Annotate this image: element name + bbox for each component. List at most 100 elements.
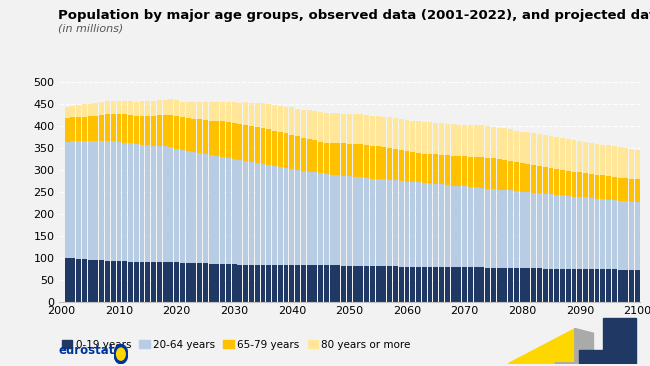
Bar (122, 101, 127, 115)
Bar (635, 202, 640, 270)
Bar (243, 102, 248, 124)
Bar (191, 119, 196, 152)
Bar (122, 142, 127, 261)
Bar (370, 179, 375, 266)
Bar (214, 156, 219, 264)
Bar (140, 145, 144, 262)
Bar (595, 144, 599, 175)
Bar (560, 170, 565, 195)
Bar (474, 267, 478, 302)
Bar (554, 195, 559, 269)
Bar (324, 142, 329, 174)
Bar (272, 265, 277, 302)
Bar (491, 189, 496, 268)
Bar (480, 126, 484, 157)
Bar (295, 170, 300, 265)
Bar (88, 141, 93, 260)
Bar (554, 137, 559, 169)
Bar (623, 201, 629, 270)
Bar (462, 267, 467, 302)
Bar (220, 102, 225, 122)
Bar (82, 141, 87, 259)
Bar (583, 173, 588, 197)
Bar (232, 159, 237, 264)
Bar (566, 269, 571, 302)
Bar (174, 116, 179, 149)
Bar (313, 140, 317, 172)
Bar (422, 267, 426, 302)
Bar (370, 266, 375, 302)
Bar (554, 169, 559, 195)
Bar (180, 102, 185, 117)
Bar (289, 265, 294, 302)
Bar (151, 116, 156, 146)
Bar (255, 103, 259, 127)
Bar (272, 131, 277, 166)
Bar (393, 180, 398, 266)
Bar (347, 114, 352, 144)
Bar (122, 115, 127, 142)
Bar (261, 128, 265, 164)
Bar (186, 118, 190, 151)
Text: Population by major age groups, observed data (2001-2022), and projected data (2: Population by major age groups, observed… (58, 9, 650, 22)
Bar (128, 101, 133, 115)
Bar (497, 128, 502, 159)
Bar (301, 138, 305, 171)
Bar (272, 166, 277, 265)
Bar (508, 190, 513, 268)
Bar (301, 265, 305, 302)
Bar (82, 104, 87, 117)
Bar (162, 100, 168, 115)
Bar (237, 102, 242, 124)
Bar (370, 146, 375, 179)
Bar (514, 131, 519, 162)
Bar (462, 186, 467, 267)
Bar (416, 122, 421, 153)
Bar (140, 101, 144, 116)
Bar (134, 102, 138, 116)
Bar (520, 192, 525, 268)
Bar (387, 117, 392, 148)
Bar (88, 260, 93, 302)
Bar (468, 187, 473, 267)
Bar (422, 183, 426, 267)
Bar (313, 265, 317, 302)
Bar (249, 265, 254, 302)
Bar (289, 107, 294, 135)
Legend: 0-19 years, 20-64 years, 65-79 years, 80 years or more: 0-19 years, 20-64 years, 65-79 years, 80… (58, 336, 415, 354)
Bar (566, 196, 571, 269)
Bar (428, 267, 432, 302)
Bar (623, 270, 629, 302)
Bar (398, 119, 404, 150)
Bar (226, 102, 231, 122)
Bar (404, 267, 410, 302)
Bar (474, 157, 478, 187)
Bar (514, 162, 519, 191)
Bar (370, 116, 375, 146)
Bar (571, 197, 577, 269)
Bar (335, 143, 341, 175)
Bar (520, 268, 525, 302)
Bar (249, 126, 254, 162)
Bar (635, 150, 640, 179)
Bar (537, 193, 542, 268)
Bar (243, 265, 248, 302)
Bar (491, 268, 496, 302)
Bar (450, 124, 456, 156)
Bar (468, 125, 473, 157)
Bar (226, 122, 231, 158)
Bar (168, 100, 174, 115)
Bar (105, 261, 110, 302)
Bar (99, 115, 104, 141)
Bar (94, 260, 98, 302)
Bar (255, 127, 259, 163)
Bar (382, 117, 386, 147)
Bar (577, 141, 582, 172)
Bar (341, 113, 346, 143)
Bar (318, 142, 323, 173)
Polygon shape (579, 318, 636, 363)
Bar (76, 117, 81, 141)
Bar (612, 146, 617, 177)
Bar (589, 142, 593, 174)
Bar (410, 182, 415, 267)
